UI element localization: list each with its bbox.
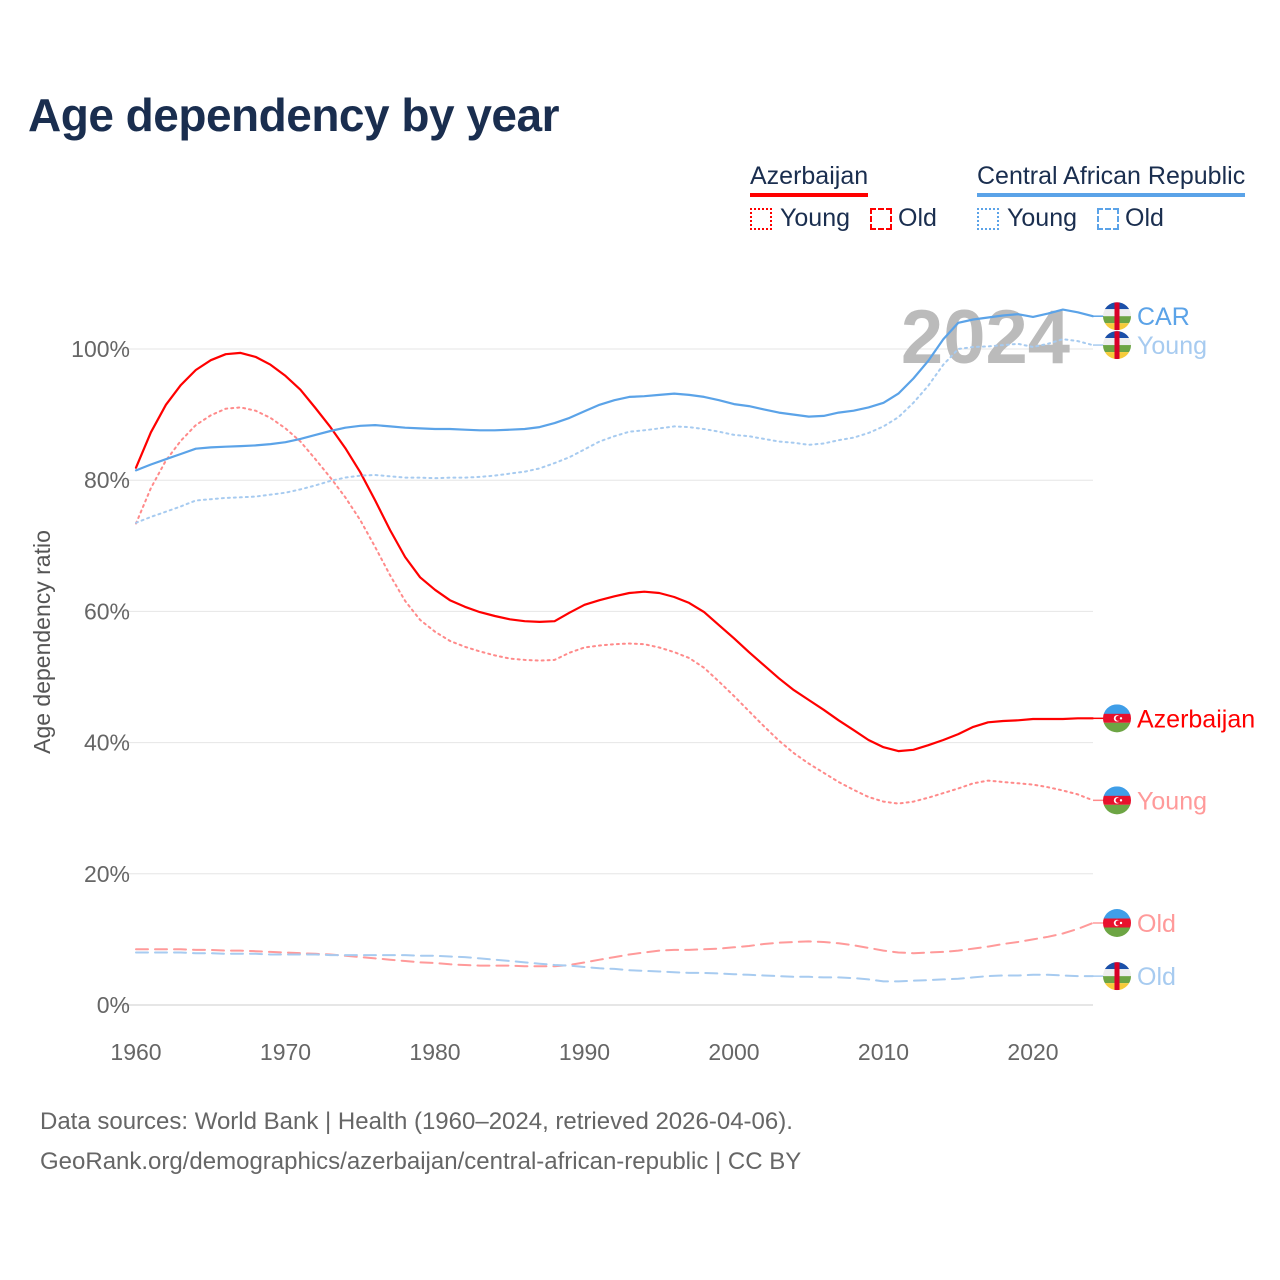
series-line-azerbaijan xyxy=(134,351,1094,753)
end-label: Old xyxy=(1137,910,1176,938)
flag-stripe xyxy=(1103,704,1131,715)
azerbaijan-flag-icon xyxy=(1103,909,1131,937)
legend-label: Old xyxy=(898,204,937,232)
y-axis-label: Age dependency ratio xyxy=(29,530,55,754)
end-label: Old xyxy=(1137,963,1176,991)
dashed-swatch-icon xyxy=(870,207,892,230)
flag-body xyxy=(1103,704,1131,733)
legend-azerbaijan[interactable]: Azerbaijan xyxy=(750,162,869,197)
series-line-azerbaijan-old xyxy=(135,922,1094,968)
legend-car-young[interactable]: Young xyxy=(977,204,1077,233)
legend-azerbaijan-old[interactable]: Old xyxy=(870,204,937,233)
chart-title: Age dependency by year xyxy=(28,89,559,141)
dotted-swatch-icon xyxy=(977,207,999,230)
series-line-central-african-republic xyxy=(134,308,1094,472)
x-tick-label: 2020 xyxy=(1007,1039,1058,1065)
star xyxy=(1119,921,1123,925)
car-flag-icon xyxy=(1103,331,1131,360)
flag-stripe xyxy=(1103,927,1131,937)
end-label: Azerbaijan xyxy=(1137,705,1255,733)
legend-label: Young xyxy=(1007,204,1077,232)
car-flag-icon xyxy=(1103,302,1131,331)
flag-stripe xyxy=(1103,722,1131,733)
x-tick-label: 1970 xyxy=(260,1039,311,1065)
series-line-azerbaijan-young xyxy=(135,406,1094,805)
flag-stripe xyxy=(1114,302,1120,331)
legend-car[interactable]: Central African Republic xyxy=(977,162,1246,197)
x-tick-label: 2000 xyxy=(708,1039,759,1065)
series-line-central-african-republic-young xyxy=(135,338,1094,524)
legend-label: Young xyxy=(780,204,850,232)
y-tick-label: 0% xyxy=(97,992,130,1018)
star xyxy=(1119,717,1123,720)
flag-body xyxy=(1103,909,1131,937)
legend-azerbaijan-young[interactable]: Young xyxy=(750,204,850,233)
crescent-cut xyxy=(1115,797,1121,803)
azerbaijan-flag-icon xyxy=(1103,786,1131,815)
crescent-cut xyxy=(1115,920,1121,926)
y-tick-label: 20% xyxy=(84,861,130,887)
x-tick-label: 1980 xyxy=(409,1039,460,1065)
legend-car-old[interactable]: Old xyxy=(1097,204,1164,233)
azerbaijan-flag-icon xyxy=(1103,704,1131,733)
flag-stripe xyxy=(1103,909,1131,919)
footer-url[interactable]: GeoRank.org/demographics/azerbaijan/cent… xyxy=(40,1148,802,1175)
y-tick-label: 80% xyxy=(84,467,130,493)
flag-body xyxy=(1103,786,1131,815)
car-flag-icon xyxy=(1103,962,1131,991)
end-label: Young xyxy=(1137,332,1207,360)
y-tick-label: 40% xyxy=(84,730,130,756)
flag-stripe xyxy=(1114,331,1120,360)
series-line-central-african-republic-old xyxy=(135,951,1094,983)
end-label: CAR xyxy=(1137,303,1190,331)
flag-body xyxy=(1103,962,1131,991)
dashed-swatch-icon xyxy=(1097,207,1119,230)
star xyxy=(1119,799,1123,802)
flag-stripe xyxy=(1114,962,1120,991)
footer-sources: Data sources: World Bank | Health (1960–… xyxy=(40,1108,793,1135)
x-tick-label: 2010 xyxy=(858,1039,909,1065)
y-tick-label: 60% xyxy=(84,598,130,624)
end-label: Young xyxy=(1137,787,1207,815)
y-tick-label: 100% xyxy=(71,336,130,362)
dotted-swatch-icon xyxy=(750,207,772,230)
legend-label: Old xyxy=(1125,204,1164,232)
flag-stripe xyxy=(1103,786,1131,797)
crescent-cut xyxy=(1115,715,1121,721)
x-tick-label: 1960 xyxy=(110,1039,161,1065)
flag-body xyxy=(1103,302,1131,331)
x-tick-label: 1990 xyxy=(559,1039,610,1065)
flag-body xyxy=(1103,331,1131,360)
year-watermark: 2024 xyxy=(901,295,1070,380)
flag-stripe xyxy=(1103,804,1131,815)
